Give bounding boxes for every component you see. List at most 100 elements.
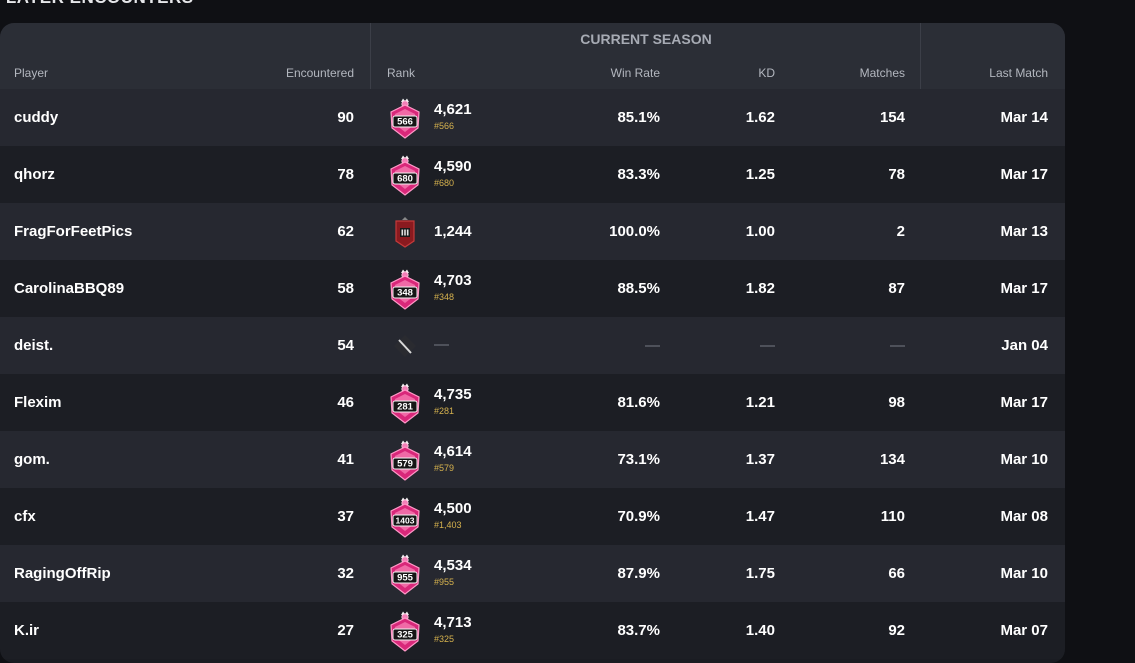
champion-rank-icon: 566	[388, 97, 422, 139]
win-rate: 85.1%	[617, 109, 660, 126]
rank-position: #566	[434, 121, 455, 131]
col-rank[interactable]: Rank	[387, 66, 416, 80]
champion-rank-icon: 579	[388, 439, 422, 481]
player-name[interactable]: qhorz	[14, 166, 55, 183]
rank-cell: 955 4,534 #955	[388, 553, 528, 595]
kd-ratio: 1.47	[745, 508, 775, 525]
player-name[interactable]: CarolinaBBQ89	[14, 280, 125, 297]
table-row[interactable]: gom. 41 579 4,614 #579 73.1% 1.37 134 Mar 10	[0, 431, 1065, 488]
champion-rank-icon: 1403	[388, 496, 422, 538]
matches-count: 98	[888, 394, 905, 411]
table-row[interactable]: K.ir 27 325 4,713 #325 83.7% 1.40 92 Mar 07	[0, 602, 1065, 659]
champion-rank-icon: 281	[390, 383, 420, 424]
rank-value: 4,713	[434, 614, 472, 631]
matches-count: 78	[888, 166, 905, 183]
rank-value: 4,621	[434, 101, 472, 118]
rank-position: #955	[434, 577, 455, 587]
table-row[interactable]: CarolinaBBQ89 58 348 4,703 #348 88.5% 1.82 87 Ma…	[0, 260, 1065, 317]
kd-ratio: 1.82	[745, 280, 775, 297]
kd-ratio: 1.00	[745, 223, 775, 240]
rank-cell: 579 4,614 #579	[388, 439, 528, 481]
player-name[interactable]: FragForFeetPics	[14, 223, 133, 240]
encountered-count: 41	[337, 451, 354, 468]
win-rate: 83.7%	[617, 622, 660, 639]
rank-cell: 1,244	[388, 211, 528, 253]
kd-ratio: 1.40	[745, 622, 775, 639]
rank-position: #325	[434, 634, 455, 644]
champion-rank-icon: 348	[388, 268, 422, 310]
col-matches[interactable]: Matches	[859, 66, 905, 80]
champion-rank-icon: 955	[390, 554, 420, 595]
player-name[interactable]: deist.	[14, 337, 54, 354]
player-name[interactable]: gom.	[14, 451, 50, 468]
matches-count: 92	[888, 622, 905, 639]
last-match-date: Mar 17	[1000, 394, 1048, 411]
player-name[interactable]: cuddy	[14, 109, 59, 126]
win-rate: 70.9%	[617, 508, 660, 525]
matches-count: 87	[888, 280, 905, 297]
svg-text:1403: 1403	[396, 516, 415, 526]
kd-ratio: 1.62	[745, 109, 775, 126]
last-match-date: Mar 13	[1000, 223, 1048, 240]
rank-cell: 1403 4,500 #1,403	[388, 496, 528, 538]
champion-rank-icon: 579	[390, 440, 420, 481]
rank-value: —	[434, 336, 449, 353]
current-season-label: CURRENT SEASON	[580, 31, 712, 47]
matches-count: 154	[879, 109, 905, 126]
table-row[interactable]: deist. 54 — — — — Jan 04	[0, 317, 1065, 374]
rank-cell: 325 4,713 #325	[388, 610, 528, 652]
col-kd[interactable]: KD	[758, 66, 775, 80]
matches-count: 134	[879, 451, 905, 468]
col-player[interactable]: Player	[14, 66, 49, 80]
svg-text:281: 281	[397, 402, 414, 413]
svg-text:680: 680	[397, 174, 413, 185]
player-name[interactable]: K.ir	[14, 622, 40, 639]
champion-rank-icon: 1403	[390, 497, 420, 538]
col-encountered[interactable]: Encountered	[285, 66, 354, 80]
kd-ratio: 1.37	[745, 451, 775, 468]
player-encounters-table: CURRENT SEASON Player Encountered Rank W…	[0, 23, 1065, 663]
win-rate: 88.5%	[617, 280, 660, 297]
rank-cell: —	[388, 325, 528, 367]
champion-rank-icon: 566	[390, 98, 420, 139]
table-row[interactable]: RagingOffRip 32 955 4,534 #955 87.9% 1.75 66 Mar…	[0, 545, 1065, 602]
champion-rank-icon: 680	[390, 155, 420, 196]
rank-value: 1,244	[434, 223, 472, 240]
player-name[interactable]: Flexim	[14, 394, 62, 411]
win-rate: 100.0%	[609, 223, 660, 240]
rank-value: 4,735	[434, 386, 472, 403]
win-rate: 73.1%	[617, 451, 660, 468]
svg-text:955: 955	[397, 573, 414, 584]
table-row[interactable]: qhorz 78 680 4,590 #680 83.3% 1.25 78 Mar 17	[0, 146, 1065, 203]
encountered-count: 78	[337, 166, 354, 183]
champion-rank-icon: 325	[390, 611, 420, 652]
table-row[interactable]: FragForFeetPics 62 1,244 100.0% 1.00 2 Mar 13	[0, 203, 1065, 260]
rank-position: #680	[434, 178, 455, 188]
column-divider	[370, 23, 371, 89]
player-name[interactable]: RagingOffRip	[14, 565, 111, 582]
player-name[interactable]: cfx	[14, 508, 36, 525]
matches-count: 110	[880, 508, 905, 525]
section-title: PLAYER ENCOUNTERS	[0, 0, 194, 8]
champion-rank-icon: 281	[388, 382, 422, 424]
col-last-match[interactable]: Last Match	[989, 66, 1048, 80]
encountered-count: 37	[337, 508, 354, 525]
kd-ratio: —	[760, 337, 775, 354]
kd-ratio: 1.25	[745, 166, 775, 183]
matches-count: 2	[896, 223, 905, 240]
table-row[interactable]: cfx 37 1403 4,500 #1,403 70.9% 1.47 110 Mar 08	[0, 488, 1065, 545]
iron-rank-icon	[395, 217, 415, 248]
rank-cell: 348 4,703 #348	[388, 268, 528, 310]
last-match-date: Mar 17	[1000, 166, 1048, 183]
col-win-rate[interactable]: Win Rate	[610, 66, 660, 80]
encountered-count: 32	[337, 565, 354, 582]
win-rate: 87.9%	[617, 565, 660, 582]
last-match-date: Jan 04	[1001, 337, 1048, 354]
table-row[interactable]: Flexim 46 281 4,735 #281 81.6% 1.21 98 Mar 17	[0, 374, 1065, 431]
win-rate: 83.3%	[617, 166, 660, 183]
column-divider	[920, 23, 921, 89]
table-row[interactable]: cuddy 90 566 4,621 #566 85.1% 1.62 154 Mar 14	[0, 89, 1065, 146]
rank-position: #348	[434, 292, 455, 302]
last-match-date: Mar 17	[1000, 280, 1048, 297]
iron-rank-icon	[388, 211, 422, 253]
